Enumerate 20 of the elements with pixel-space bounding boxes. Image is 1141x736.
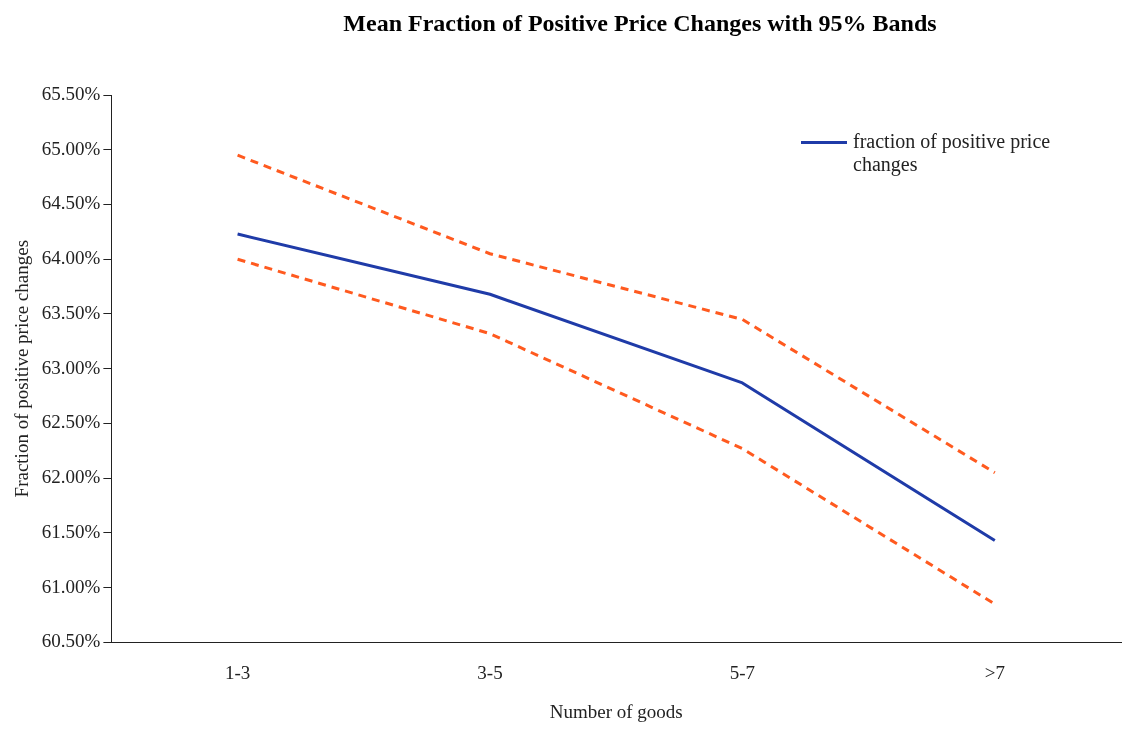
x-tick-label: 1-3 — [224, 661, 251, 683]
y-axis-title: Fraction of positive price changes — [11, 239, 33, 498]
y-tick-label: 65.50% — [41, 82, 101, 104]
x-tick-label: 3-5 — [477, 661, 503, 683]
y-tick-label: 64.00% — [41, 247, 101, 269]
y-tick-label: 62.50% — [41, 411, 101, 433]
y-tick-label: 61.00% — [41, 575, 101, 597]
legend-label: fraction of positive price changes — [853, 130, 1052, 176]
x-axis-title: Number of goods — [549, 700, 683, 722]
y-tick-label: 63.00% — [41, 356, 101, 378]
y-tick-label: 61.50% — [41, 520, 101, 542]
line-series — [236, 153, 997, 475]
y-tick-label: 62.00% — [41, 466, 101, 488]
y-tick-label: 64.50% — [41, 192, 101, 214]
y-tick-label: 63.50% — [41, 301, 101, 323]
y-tick-label: 60.50% — [41, 630, 101, 652]
chart-title: Mean Fraction of Positive Price Changes with 95% Bands — [342, 10, 938, 37]
y-tick-label: 65.00% — [41, 137, 101, 159]
x-tick-label: 5-7 — [729, 661, 756, 683]
x-tick-label: >7 — [984, 661, 1005, 683]
